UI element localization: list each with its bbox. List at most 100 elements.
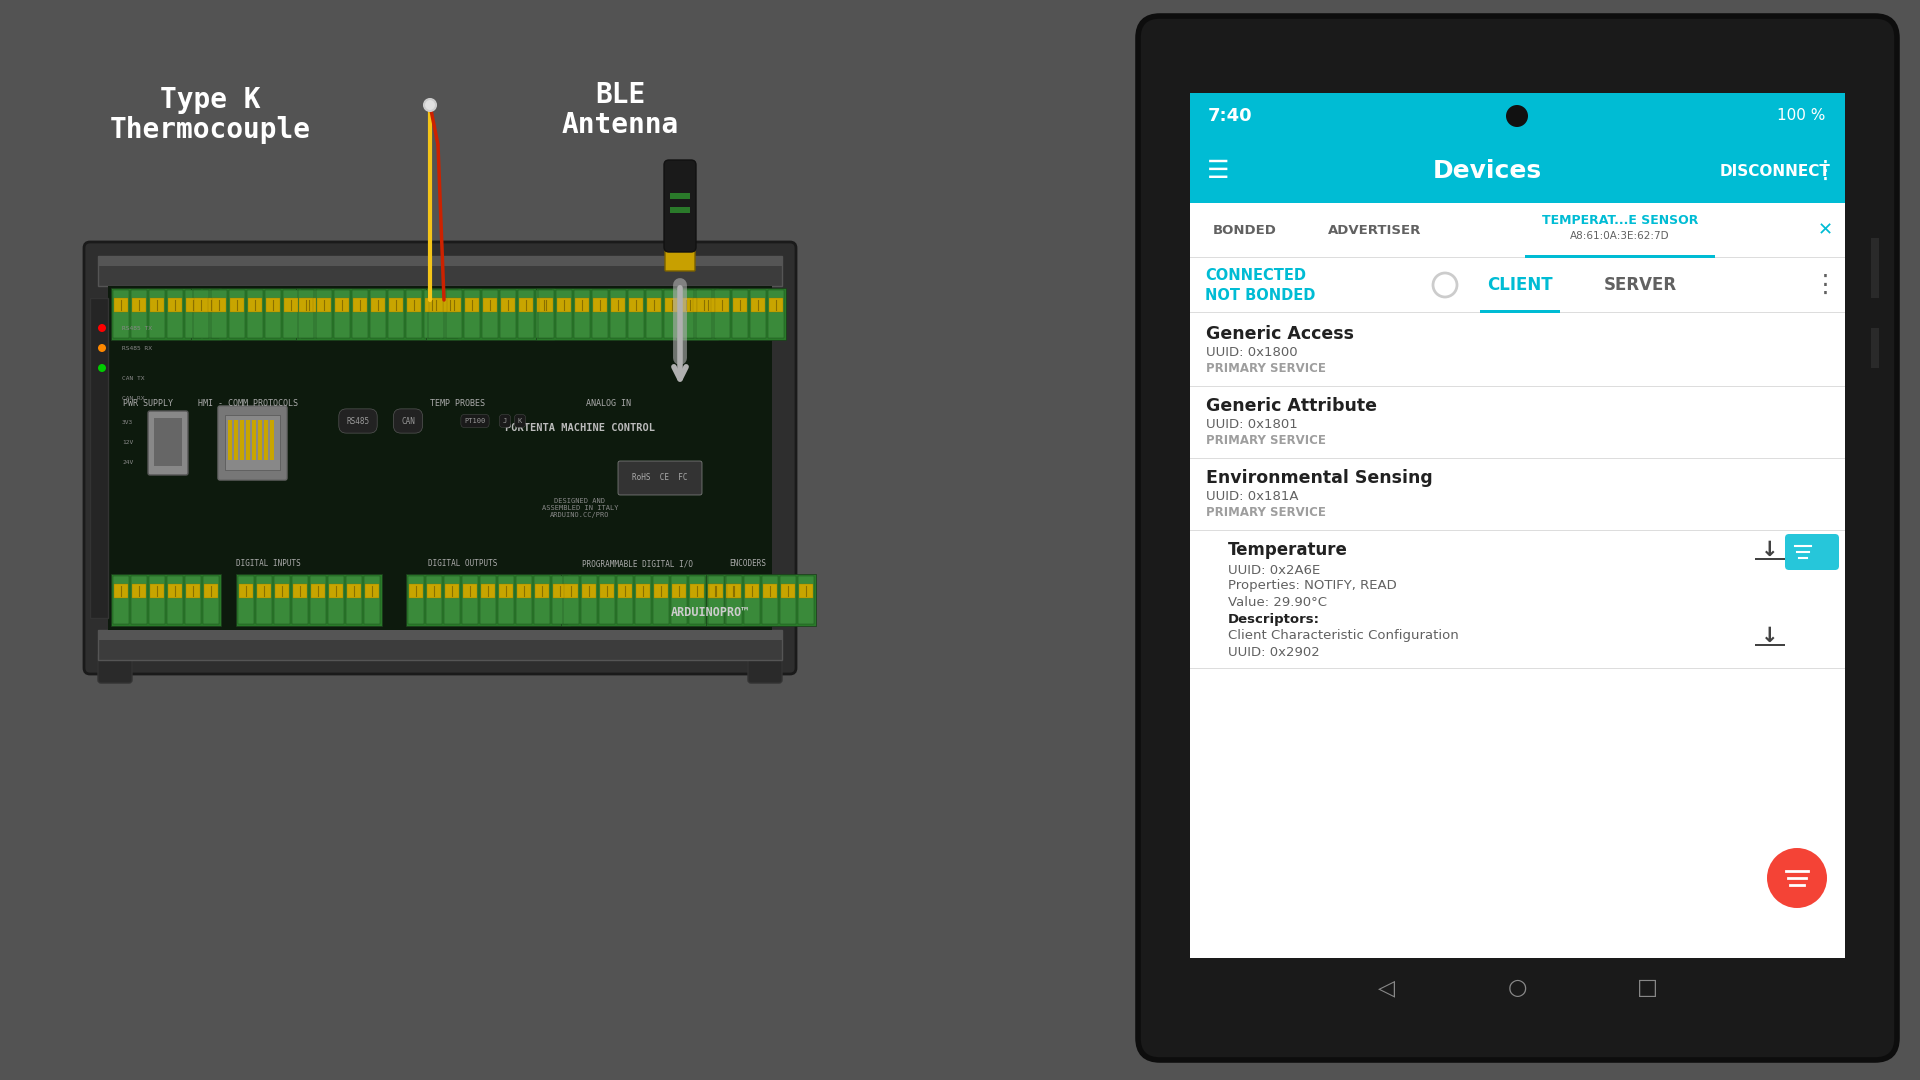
Bar bbox=[563, 576, 580, 624]
Text: Type K: Type K bbox=[159, 86, 261, 114]
Bar bbox=[204, 584, 219, 598]
Bar bbox=[186, 584, 200, 598]
Bar bbox=[707, 576, 724, 624]
Bar bbox=[407, 298, 420, 312]
Bar bbox=[301, 291, 317, 338]
Bar bbox=[574, 298, 589, 312]
Bar bbox=[131, 291, 148, 338]
Text: BONDED: BONDED bbox=[1213, 224, 1277, 237]
Bar bbox=[292, 576, 307, 624]
Bar bbox=[211, 298, 227, 312]
Text: DIGITAL INPUTS: DIGITAL INPUTS bbox=[236, 559, 300, 568]
Bar bbox=[334, 298, 349, 312]
Bar bbox=[726, 576, 741, 624]
Bar bbox=[351, 291, 369, 338]
Bar bbox=[301, 298, 317, 312]
Bar bbox=[1190, 958, 1845, 1018]
Bar bbox=[599, 576, 614, 624]
Bar bbox=[246, 420, 250, 460]
Text: Descriptors:: Descriptors: bbox=[1229, 613, 1321, 626]
Bar bbox=[267, 298, 280, 312]
Circle shape bbox=[98, 345, 106, 352]
Text: 7:40: 7:40 bbox=[1208, 107, 1252, 125]
Bar bbox=[252, 420, 255, 460]
Bar bbox=[536, 584, 549, 598]
Bar bbox=[204, 291, 219, 338]
Bar bbox=[618, 584, 632, 598]
Text: UUID: 0x2A6E: UUID: 0x2A6E bbox=[1229, 564, 1321, 577]
Bar bbox=[728, 584, 741, 598]
Text: PRIMARY SERVICE: PRIMARY SERVICE bbox=[1206, 433, 1327, 446]
Bar bbox=[1480, 310, 1559, 313]
Bar bbox=[184, 576, 202, 624]
Bar bbox=[294, 584, 307, 598]
Bar bbox=[701, 291, 716, 338]
Bar bbox=[762, 584, 778, 598]
Bar bbox=[111, 573, 221, 626]
Bar bbox=[113, 291, 129, 338]
Text: UUID: 0x181A: UUID: 0x181A bbox=[1206, 489, 1298, 502]
Bar bbox=[670, 207, 689, 213]
Bar bbox=[1870, 238, 1880, 298]
Bar bbox=[238, 584, 253, 598]
Bar bbox=[745, 584, 758, 598]
Bar bbox=[407, 576, 424, 624]
Text: PRIMARY SERVICE: PRIMARY SERVICE bbox=[1206, 505, 1327, 518]
Bar bbox=[714, 298, 730, 312]
Bar bbox=[169, 298, 182, 312]
Bar bbox=[678, 291, 693, 338]
Bar bbox=[248, 298, 261, 312]
Bar bbox=[346, 576, 363, 624]
Text: UUID: 0x2902: UUID: 0x2902 bbox=[1229, 646, 1319, 659]
Bar bbox=[708, 584, 722, 598]
Text: Environmental Sensing: Environmental Sensing bbox=[1206, 469, 1432, 487]
Text: PT100: PT100 bbox=[465, 418, 486, 424]
Text: CAN TX: CAN TX bbox=[123, 376, 144, 380]
Text: ANALOG IN: ANALOG IN bbox=[586, 400, 630, 408]
Bar bbox=[647, 298, 660, 312]
Bar bbox=[768, 291, 783, 338]
Text: Antenna: Antenna bbox=[561, 111, 678, 139]
Bar bbox=[257, 584, 271, 598]
Text: PORTENTA MACHINE CONTROL: PORTENTA MACHINE CONTROL bbox=[505, 423, 655, 433]
Text: 24V: 24V bbox=[123, 460, 132, 465]
Bar bbox=[167, 576, 182, 624]
Bar bbox=[680, 298, 693, 312]
Bar bbox=[186, 298, 200, 312]
Bar bbox=[564, 584, 578, 598]
Bar bbox=[275, 576, 290, 624]
Bar bbox=[444, 576, 461, 624]
Bar bbox=[271, 420, 275, 460]
Bar bbox=[1524, 255, 1715, 258]
Bar bbox=[428, 298, 444, 312]
Bar bbox=[131, 576, 148, 624]
Bar bbox=[167, 291, 182, 338]
Bar bbox=[762, 576, 778, 624]
Bar bbox=[409, 584, 422, 598]
Text: DISCONNECT: DISCONNECT bbox=[1720, 163, 1830, 178]
Bar bbox=[113, 298, 129, 312]
Bar bbox=[708, 576, 724, 624]
Bar bbox=[733, 298, 747, 312]
Text: CAN: CAN bbox=[401, 417, 415, 426]
Bar bbox=[482, 291, 497, 338]
Bar bbox=[282, 291, 300, 338]
Text: PWR SUPPLY: PWR SUPPLY bbox=[123, 400, 173, 408]
Bar bbox=[630, 298, 643, 312]
Bar bbox=[405, 573, 570, 626]
Bar bbox=[497, 576, 515, 624]
Bar bbox=[1870, 328, 1880, 368]
Bar bbox=[463, 584, 476, 598]
Bar bbox=[582, 584, 595, 598]
Text: HMI - COMM PROTOCOLS: HMI - COMM PROTOCOLS bbox=[198, 400, 298, 408]
Bar bbox=[426, 288, 555, 340]
Bar bbox=[1190, 139, 1845, 203]
Bar bbox=[204, 576, 219, 624]
Bar bbox=[593, 298, 607, 312]
Bar bbox=[424, 298, 440, 312]
Bar bbox=[426, 576, 442, 624]
Text: ☰: ☰ bbox=[1208, 159, 1229, 183]
Bar bbox=[204, 298, 219, 312]
Bar bbox=[444, 298, 457, 312]
Bar bbox=[445, 291, 463, 338]
